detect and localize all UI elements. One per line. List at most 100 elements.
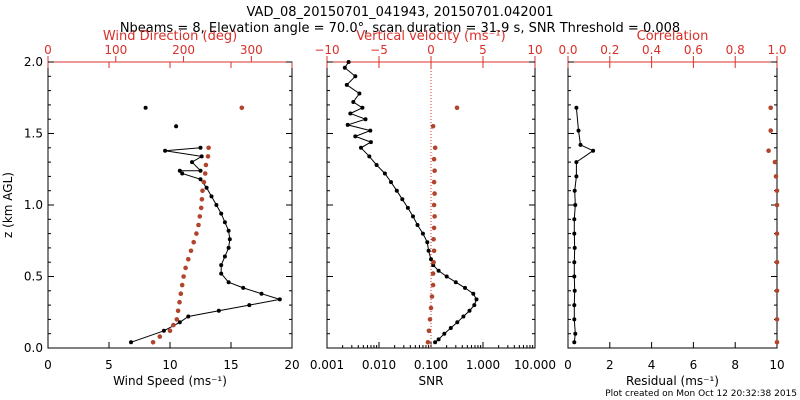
data-point <box>573 203 578 207</box>
data-point <box>471 291 476 296</box>
bottom-axis-label: Residual (ms⁻¹) <box>626 374 719 388</box>
series-line <box>344 61 478 343</box>
data-point <box>219 263 224 268</box>
data-point <box>190 160 194 165</box>
data-point <box>219 211 224 216</box>
data-point <box>368 128 373 133</box>
data-point <box>214 203 219 207</box>
data-point <box>353 134 358 139</box>
data-point <box>188 248 194 254</box>
data-point <box>432 214 437 219</box>
data-point <box>247 303 252 308</box>
data-point <box>572 217 577 222</box>
bottom-tick-label: 8 <box>731 358 739 372</box>
data-point <box>161 328 166 333</box>
top-tick-label: 0 <box>44 43 52 57</box>
top-tick-label: 0.0 <box>558 43 577 57</box>
data-point <box>591 148 596 153</box>
data-point <box>461 314 466 319</box>
data-point <box>374 163 379 167</box>
data-point <box>199 154 204 159</box>
top-tick-label: −10 <box>314 43 339 57</box>
data-point <box>186 314 191 319</box>
y-tick-label: 2.0 <box>24 55 43 69</box>
data-point <box>222 254 227 259</box>
bottom-tick-label: 10.000 <box>514 358 556 372</box>
top-tick-label: 1.0 <box>767 43 786 57</box>
data-point <box>150 340 156 345</box>
data-point <box>177 299 182 305</box>
data-point <box>572 260 577 265</box>
top-axis-label: Correlation <box>637 29 709 44</box>
data-point <box>448 326 453 330</box>
data-point <box>357 91 362 96</box>
data-point <box>425 340 431 345</box>
data-point <box>463 285 467 290</box>
bottom-tick-label: 0.010 <box>362 358 396 372</box>
data-point <box>574 105 579 110</box>
data-point <box>474 297 479 302</box>
data-point <box>382 171 387 176</box>
data-point <box>455 320 460 325</box>
data-point <box>431 225 437 231</box>
top-tick-label: 0 <box>427 43 435 57</box>
bottom-tick-label: 0 <box>44 358 52 372</box>
data-point <box>572 245 577 250</box>
plot-frame <box>47 61 293 349</box>
data-point <box>204 185 209 190</box>
series-line <box>130 147 280 343</box>
data-point <box>572 274 577 279</box>
data-point <box>768 128 773 133</box>
data-point <box>425 240 430 245</box>
data-point <box>572 303 577 308</box>
top-tick-label: 100 <box>104 43 127 57</box>
data-point <box>432 145 438 151</box>
data-point <box>199 197 205 202</box>
data-point <box>431 248 437 254</box>
data-point <box>201 179 207 185</box>
bottom-tick-label: 2 <box>606 358 614 372</box>
data-point <box>426 248 431 253</box>
data-point <box>206 145 211 151</box>
data-point <box>411 214 415 219</box>
data-point <box>163 148 168 153</box>
y-tick-label: 1.0 <box>24 198 43 212</box>
data-point <box>431 156 437 162</box>
data-point <box>226 245 231 250</box>
data-point <box>181 274 186 279</box>
data-point <box>353 74 358 79</box>
data-point <box>572 288 577 293</box>
data-point <box>222 220 227 225</box>
data-point <box>442 331 447 336</box>
data-point <box>363 117 368 122</box>
data-point <box>766 148 771 153</box>
data-point <box>174 317 180 322</box>
data-point <box>203 162 209 168</box>
data-point <box>415 223 420 227</box>
figure-title: VAD_08_20150701_041943, 20150701.042001 <box>247 5 554 20</box>
data-point <box>430 271 436 276</box>
top-axis-label: Vertical velocity (ms⁻¹) <box>356 29 505 44</box>
data-point <box>436 337 441 342</box>
data-point <box>177 168 182 173</box>
data-point <box>191 239 196 245</box>
figure-subtitle: Nbeams = 8, Elevation angle = 70.0°, sca… <box>120 21 680 36</box>
data-point <box>351 100 356 104</box>
top-tick-label: 0.2 <box>600 43 619 57</box>
data-point <box>572 340 577 345</box>
data-point <box>344 82 349 87</box>
data-point <box>472 303 477 308</box>
data-point <box>360 105 365 110</box>
data-point <box>430 124 436 129</box>
data-point <box>774 202 780 208</box>
data-point <box>426 328 432 334</box>
data-point <box>198 145 203 150</box>
y-axis-label: z (km AGL) <box>1 172 15 238</box>
data-point <box>572 188 577 193</box>
data-point <box>205 154 211 159</box>
bottom-tick-label: 10 <box>769 358 784 372</box>
data-point <box>444 274 449 279</box>
top-tick-label: 200 <box>172 43 195 57</box>
data-point <box>428 305 434 311</box>
